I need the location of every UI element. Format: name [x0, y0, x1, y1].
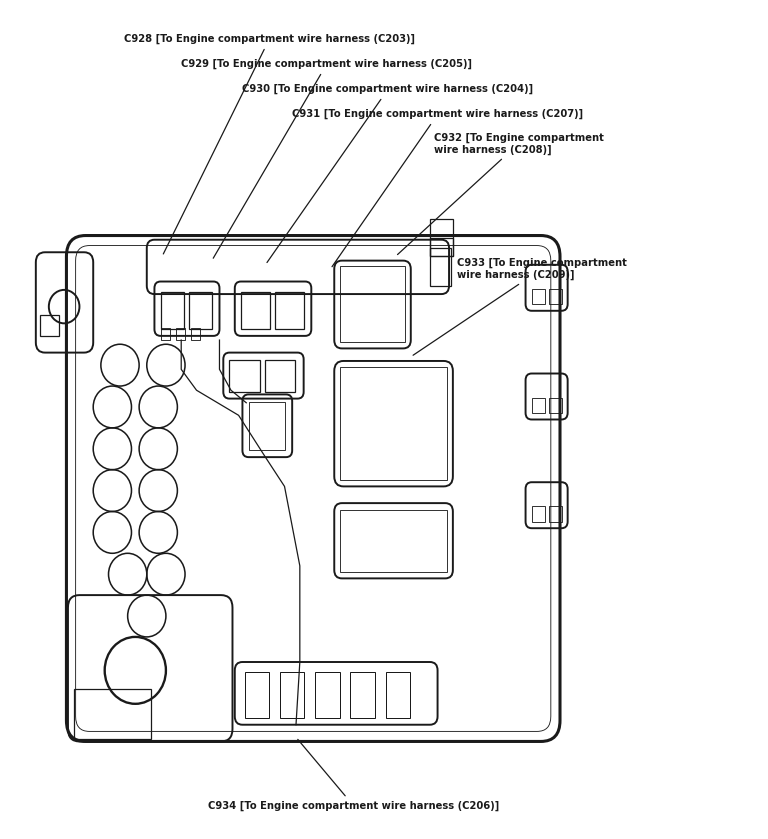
Bar: [191, 327, 200, 340]
Bar: [249, 402, 285, 451]
Text: C933 [To Engine compartment
wire harness (C209)]: C933 [To Engine compartment wire harness…: [413, 258, 627, 355]
Bar: [430, 248, 452, 286]
Bar: [548, 507, 562, 522]
Bar: [531, 398, 545, 413]
Text: C931 [To Engine compartment wire harness (C207)]: C931 [To Engine compartment wire harness…: [292, 109, 584, 267]
Bar: [340, 267, 405, 341]
Bar: [340, 367, 447, 480]
Bar: [245, 672, 270, 718]
Bar: [74, 689, 151, 739]
Bar: [350, 672, 375, 718]
Bar: [315, 672, 339, 718]
Bar: [241, 292, 270, 329]
Bar: [161, 327, 170, 340]
Bar: [531, 289, 545, 304]
Bar: [548, 289, 562, 304]
Bar: [161, 292, 184, 329]
Bar: [265, 360, 295, 392]
Text: C929 [To Engine compartment wire harness (C205)]: C929 [To Engine compartment wire harness…: [181, 59, 472, 258]
Bar: [531, 507, 545, 522]
Text: C932 [To Engine compartment
wire harness (C208)]: C932 [To Engine compartment wire harness…: [398, 133, 604, 254]
Bar: [340, 510, 447, 571]
Bar: [386, 672, 410, 718]
Bar: [280, 672, 304, 718]
Bar: [430, 238, 453, 257]
Bar: [430, 219, 453, 257]
Text: C930 [To Engine compartment wire harness (C204)]: C930 [To Engine compartment wire harness…: [243, 84, 534, 263]
Bar: [189, 292, 212, 329]
Text: C928 [To Engine compartment wire harness (C203)]: C928 [To Engine compartment wire harness…: [124, 34, 415, 254]
Text: C934 [To Engine compartment wire harness (C206)]: C934 [To Engine compartment wire harness…: [208, 739, 499, 811]
Bar: [40, 315, 59, 336]
Bar: [548, 398, 562, 413]
Bar: [276, 292, 304, 329]
Bar: [176, 327, 185, 340]
Bar: [230, 360, 260, 392]
